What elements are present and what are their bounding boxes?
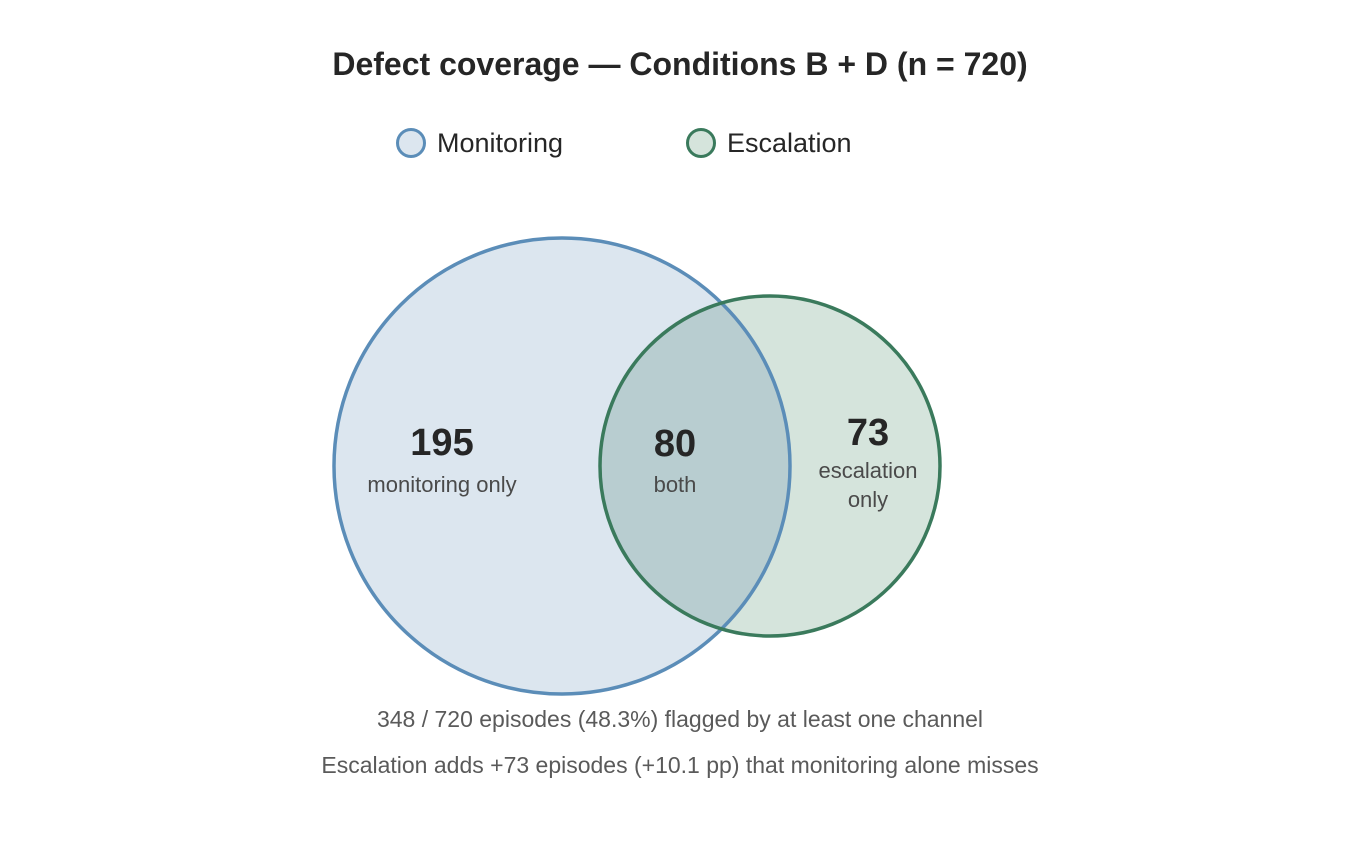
count-both: 80 — [654, 423, 696, 465]
legend-swatch-monitoring-icon — [396, 128, 426, 158]
label-escalation-only-line1: escalation — [818, 458, 917, 483]
label-both: both — [654, 472, 697, 497]
label-monitoring-only: monitoring only — [367, 472, 516, 497]
legend-item-escalation: Escalation — [686, 124, 852, 162]
count-escalation-only: 73 — [847, 412, 889, 454]
legend-swatch-escalation-icon — [686, 128, 716, 158]
footnote-escalation-gain: Escalation adds +73 episodes (+10.1 pp) … — [321, 752, 1039, 778]
legend-label-monitoring: Monitoring — [437, 127, 564, 158]
venn-outline-escalation — [598, 294, 942, 638]
footnote-coverage: 348 / 720 episodes (48.3%) flagged by at… — [376, 706, 984, 732]
chart-title: Defect coverage — Conditions B + D (n = … — [332, 46, 1028, 82]
count-monitoring-only: 195 — [410, 422, 473, 464]
label-escalation-only-line2: only — [848, 487, 888, 512]
venn-overlap — [600, 296, 790, 636]
venn-outline-monitoring — [332, 236, 792, 696]
legend-label-escalation: Escalation — [727, 127, 852, 158]
legend-item-monitoring: Monitoring — [396, 124, 563, 162]
